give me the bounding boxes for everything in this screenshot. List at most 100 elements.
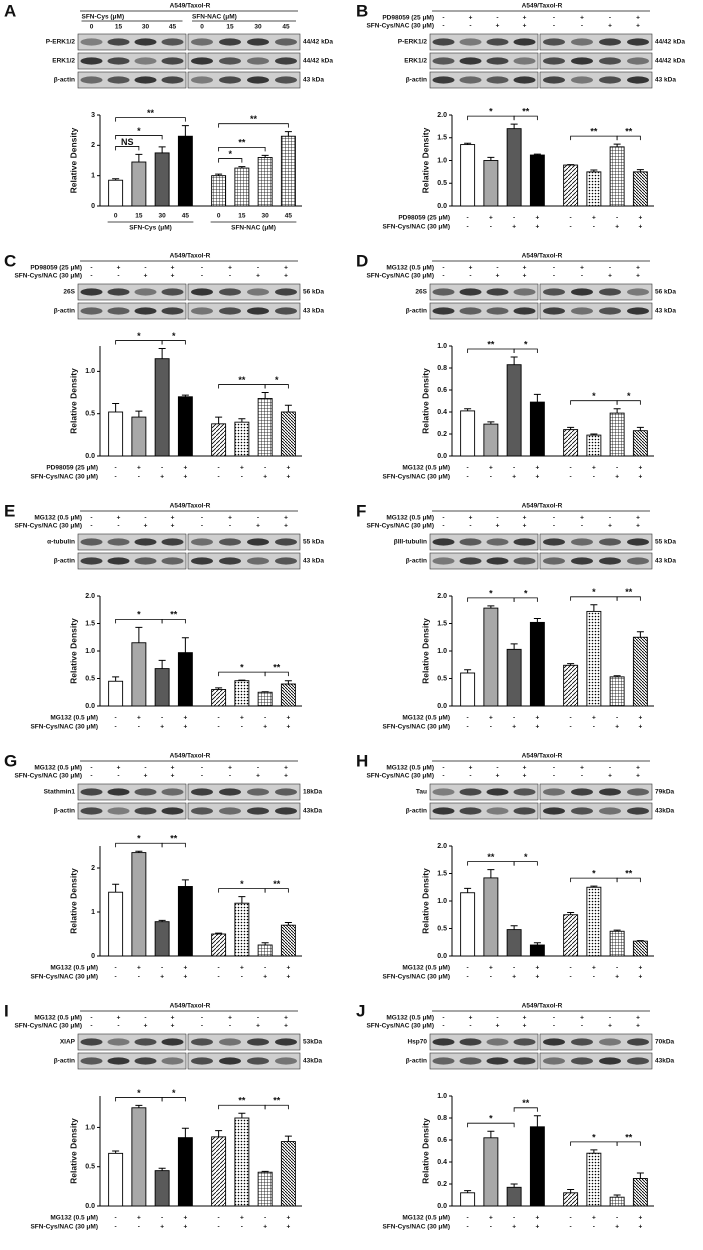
- treatment-sign: +: [263, 974, 267, 981]
- panel-letter: F: [356, 501, 366, 520]
- treatment-sign: -: [570, 224, 572, 231]
- bar: [177, 1137, 193, 1207]
- bar: [257, 398, 273, 457]
- blot-band: [599, 307, 621, 315]
- treatment-sign: -: [229, 523, 231, 530]
- blot-strip: [187, 783, 301, 801]
- group-label: SFN-NAC (μM): [231, 225, 276, 232]
- x-tick-label: 15: [238, 213, 246, 220]
- bar: [108, 179, 124, 207]
- panel-letter: E: [4, 501, 15, 520]
- treatment-sign: -: [90, 765, 92, 772]
- treatment-sign: +: [638, 1215, 642, 1222]
- treatment-sign: -: [201, 1015, 203, 1022]
- treatment-sign: -: [496, 1015, 498, 1022]
- treatment-sign: +: [523, 515, 527, 522]
- treatment-sign: -: [490, 974, 492, 981]
- panel-letter: H: [356, 751, 368, 770]
- blot-band: [80, 57, 103, 65]
- blot-band: [571, 307, 593, 315]
- blot-band: [571, 1038, 593, 1046]
- treatment-sign: +: [615, 474, 619, 481]
- error-bar: [636, 1172, 644, 1179]
- error-bar: [215, 173, 223, 176]
- significance-bracket: [570, 1141, 618, 1146]
- blot-band: [459, 288, 482, 296]
- blot-band: [599, 288, 621, 296]
- blot-band: [247, 1057, 269, 1065]
- error-bar: [567, 426, 575, 430]
- treatment-sign: +: [183, 965, 187, 972]
- blot-band: [486, 307, 509, 315]
- error-bar: [238, 418, 246, 423]
- blot-band: [247, 807, 269, 815]
- bar: [280, 411, 296, 457]
- treatment-sign: -: [442, 23, 444, 30]
- treatment-sign: -: [229, 273, 231, 280]
- bar: [632, 636, 648, 707]
- blot-band: [107, 788, 130, 796]
- blot-band: [513, 1057, 536, 1065]
- treatment-sign: -: [496, 15, 498, 22]
- blot-strip: [187, 802, 301, 820]
- error-bar: [613, 675, 621, 677]
- treatment-sign: +: [638, 465, 642, 472]
- bar: [131, 161, 147, 207]
- blot-size: 43 kDa: [655, 77, 676, 84]
- treatment-sign: -: [469, 773, 471, 780]
- treatment-sign: +: [160, 724, 164, 731]
- blot-band: [459, 557, 482, 565]
- y-tick-label: 0.0: [85, 1203, 95, 1210]
- treatment-sign: +: [144, 773, 148, 780]
- blot-label: β-actin: [54, 308, 75, 315]
- y-tick-label: 1.5: [437, 620, 447, 627]
- blot-band: [107, 38, 130, 46]
- treatment-sign: -: [218, 974, 220, 981]
- blot-band: [459, 57, 482, 65]
- significance-bracket: [115, 340, 163, 345]
- blot-size: 43 kDa: [655, 308, 676, 315]
- blot-band: [571, 807, 593, 815]
- dose-label: 0: [200, 24, 204, 31]
- bar: [154, 921, 170, 957]
- treatment-sign: +: [535, 724, 539, 731]
- treatment-sign: +: [535, 465, 539, 472]
- blot-band: [107, 557, 130, 565]
- treatment-sign: -: [442, 773, 444, 780]
- bar: [234, 167, 250, 207]
- blot-label: 26S: [63, 289, 75, 296]
- treatment-sign: -: [442, 515, 444, 522]
- significance-bracket: [513, 597, 538, 602]
- treatment-sign: +: [496, 23, 500, 30]
- significance-bracket: [218, 888, 266, 893]
- significance-bracket: [218, 123, 289, 128]
- treatment-sign: +: [535, 215, 539, 222]
- treatment-sign: +: [286, 474, 290, 481]
- blot-label: XIAP: [60, 1039, 76, 1046]
- blot-strip: [429, 52, 539, 70]
- significance-bracket: [616, 1141, 641, 1146]
- error-bar: [284, 1135, 292, 1142]
- bar: [632, 1178, 648, 1207]
- blot-band: [219, 288, 241, 296]
- dose-label: 0: [90, 24, 94, 31]
- blot-band: [543, 788, 565, 796]
- blot-band: [134, 807, 157, 815]
- blot-band: [513, 307, 536, 315]
- treatment-sign: -: [229, 773, 231, 780]
- blot-band: [432, 538, 455, 546]
- treatment-label: SFN-Cys/NAC (30 μM): [366, 273, 434, 280]
- treatment-sign: -: [218, 465, 220, 472]
- bar: [483, 160, 499, 207]
- blot-strip: [539, 71, 653, 89]
- treatment-sign: +: [523, 765, 527, 772]
- blot-band: [432, 807, 455, 815]
- y-tick-label: 2.0: [437, 593, 447, 600]
- significance-bracket: [616, 877, 641, 883]
- blot-band: [275, 288, 297, 296]
- blot-size: 70kDa: [655, 1039, 675, 1046]
- blot-header: A549/Taxol-R: [170, 253, 211, 260]
- treatment-sign: +: [592, 965, 596, 972]
- error-bar: [238, 166, 246, 169]
